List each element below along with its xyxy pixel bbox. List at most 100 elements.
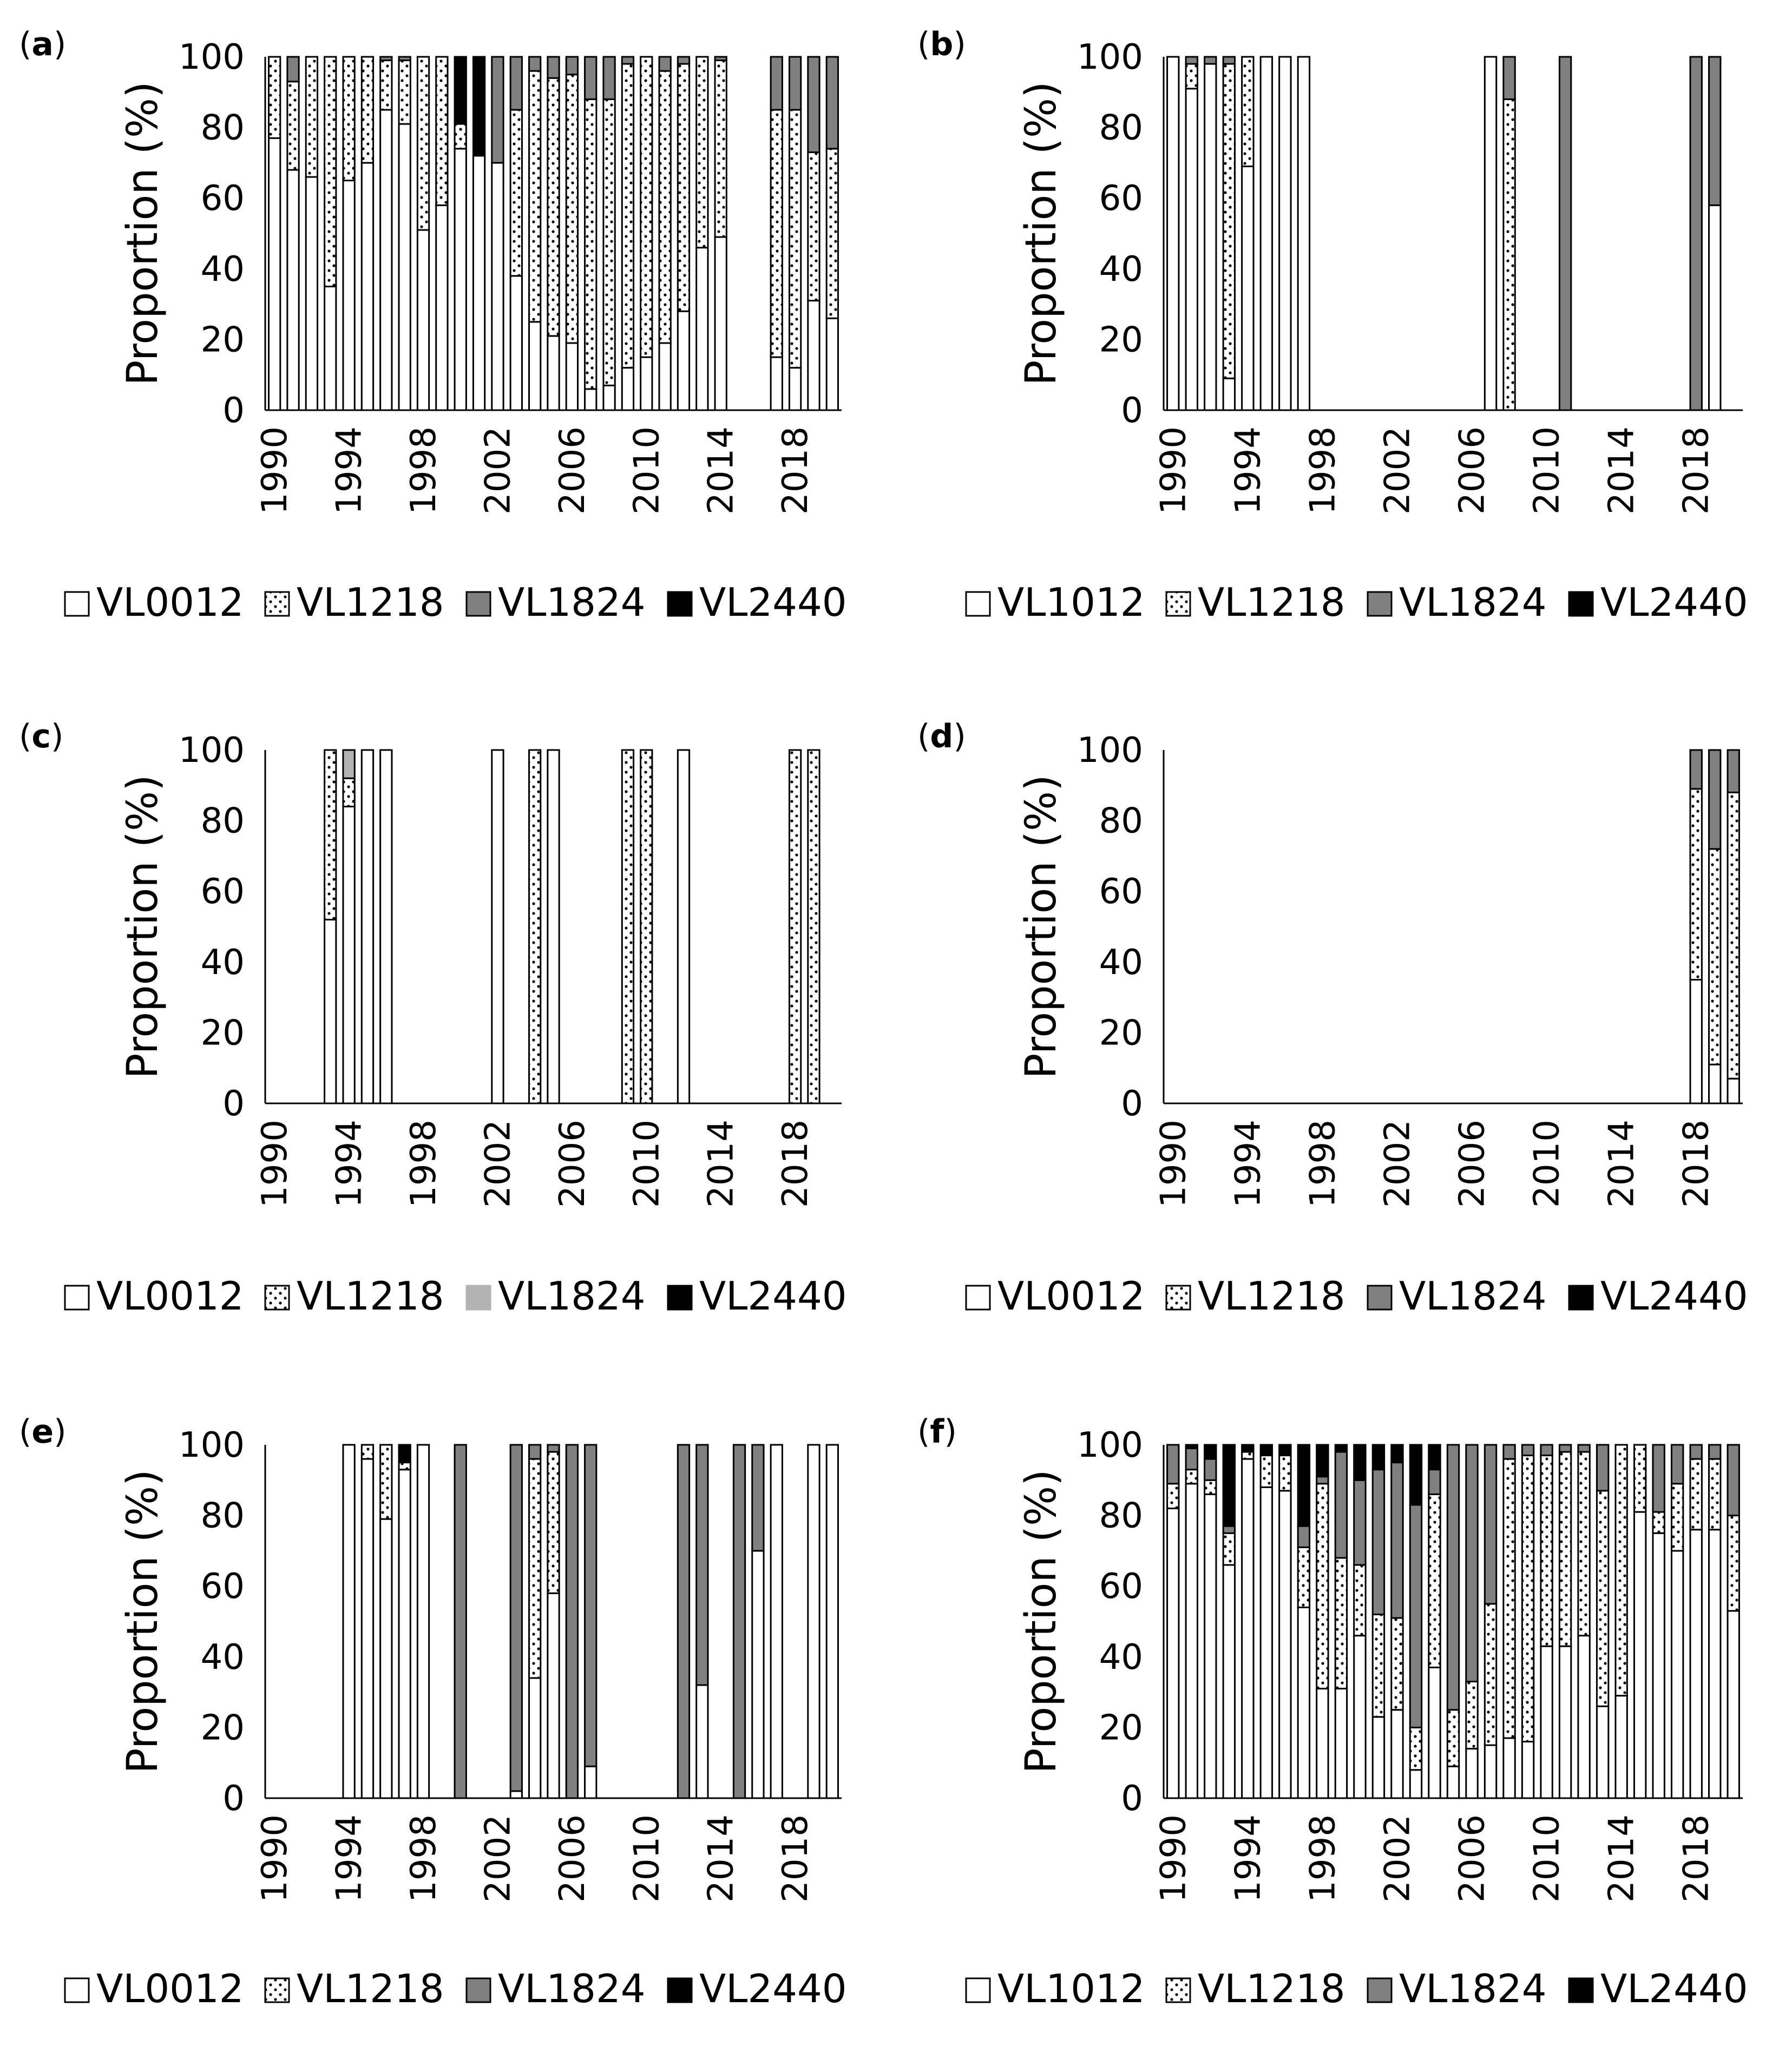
x-tick-label: 2002 [1377,426,1417,515]
bar-segment-VL1824-2016 [751,1444,765,1552]
bar-segment-VL0012-1998 [416,229,430,411]
bar-segment-VL2440-1991 [1185,1444,1198,1450]
x-tick-label: 2002 [478,1120,518,1208]
legend-swatch [1568,1285,1594,1311]
legend-label: VL1218 [1198,1273,1345,1319]
x-tick-label: 1998 [1303,426,1343,515]
bar-segment-VL1012-2007 [1484,56,1498,411]
bar-segment-VL1012-2000 [1353,1635,1367,1799]
legend-item-VL1012: VL1012 [965,580,1145,625]
bar-segment-VL1218-2000 [1353,1564,1367,1637]
bar-segment-VL1218-2008 [1502,1458,1516,1739]
y-axis-title: Proportion (%) [119,1469,167,1773]
bar-segment-VL1824-2000 [454,1444,467,1799]
legend-item-VL1824: VL1824 [465,1273,646,1319]
bar-segment-VL1012-1993 [1222,377,1236,411]
bar-segment-VL1218-2017 [770,109,783,358]
bar-segment-VL1824-2004 [1428,1469,1441,1495]
bar-segment-VL1824-2014 [714,56,727,62]
bar-segment-VL1218-1999 [1334,1557,1348,1690]
bar-segment-VL1218-2011 [658,70,672,344]
bar-segment-VL1012-2016 [1652,1532,1665,1799]
bar-segment-VL1824-1991 [286,56,300,83]
bar-segment-VL1824-2000 [1353,1479,1367,1566]
bar-segment-VL1012-2019 [1708,1529,1722,1799]
legend-label: VL2440 [1600,1273,1748,1319]
bar-segment-VL1824-1993 [1222,56,1236,65]
legend-swatch [1165,591,1191,617]
y-tick-label: 0 [1121,1779,1143,1819]
bar-segment-VL1824-2017 [1670,1444,1684,1485]
bar-segment-VL0012-2012 [677,749,691,1104]
legend-item-VL2440: VL2440 [1568,1966,1748,2011]
bar-segment-VL0012-2019 [1708,1063,1722,1104]
bar-segment-VL1218-1995 [1259,1455,1274,1488]
x-tick-label: 2006 [1453,1814,1493,1903]
bar-segment-VL2440-1996 [1278,1444,1292,1457]
bar-segment-VL1012-1997 [1297,56,1311,411]
bar-segment-VL1218-1992 [305,56,319,178]
bar-segment-VL0012-2004 [528,321,542,411]
x-tick-label: 2014 [1602,426,1642,515]
y-tick-label: 0 [222,1779,245,1819]
y-axis-title: Proportion (%) [1017,774,1066,1078]
bar-segment-VL0012-2009 [621,367,635,411]
x-tick-label: 2006 [553,1814,593,1903]
bar-segment-VL1012-2013 [1596,1705,1610,1799]
legend-swatch [965,1977,991,2003]
bar-segment-VL0012-2011 [658,342,672,411]
legend-swatch [1165,1977,1191,2003]
bar-segment-VL1218-2001 [1371,1613,1386,1718]
legend-label: VL1218 [297,580,444,625]
legend-label: VL1824 [1399,1966,1547,2011]
y-axis-title: Proportion (%) [119,81,167,385]
bar-segment-VL1824-2019 [1708,1444,1722,1460]
bar-segment-VL1012-2003 [1409,1769,1423,1799]
y-tick-label: 80 [1099,108,1143,148]
bar-segment-VL1012-2007 [1484,1744,1498,1799]
bar-segment-VL1218-2018 [1689,788,1703,981]
bar-segment-VL1012-1995 [1259,1486,1274,1799]
bar-segment-VL0012-1998 [416,1444,430,1799]
bar-segment-VL0012-2001 [472,155,486,411]
bar-segment-VL1218-1993 [1222,1532,1236,1566]
legend-item-VL0012: VL0012 [64,1273,244,1319]
bar-segment-VL1218-2007 [584,98,598,390]
x-tick-label: 2006 [1453,1120,1493,1208]
x-tick-label: 2002 [1377,1814,1417,1903]
bar-segment-VL1824-2020 [1727,749,1740,793]
legend-item-VL1824: VL1824 [465,580,646,625]
legend-label: VL1218 [1198,580,1345,625]
bar-segment-VL0012-1993 [324,285,337,411]
x-tick-label: 2010 [627,1814,667,1903]
bar-segment-VL1824-2006 [1465,1444,1479,1683]
y-tick-label: 20 [1099,320,1143,360]
legend-item-VL1218: VL1218 [1165,580,1345,625]
x-tick-label: 2014 [701,426,741,515]
legend-item-VL1012: VL1012 [965,1966,1145,2011]
bar-segment-VL1012-1992 [1204,1493,1217,1799]
bar-segment-VL1218-1994 [1241,1451,1255,1460]
y-tick-label: 40 [1099,943,1143,983]
bar-segment-VL0012-2019 [807,300,820,411]
bar-segment-VL2440-1997 [398,1444,411,1464]
legend-swatch [1165,1285,1191,1311]
bar-segment-VL1218-2005 [1446,1709,1460,1767]
bar-segment-VL1824-2008 [602,56,616,100]
bar-segment-VL1218-2012 [1577,1451,1591,1637]
bar-segment-VL0012-2000 [454,148,467,411]
bar-segment-VL0012-1996 [379,749,393,1104]
legend-item-VL1218: VL1218 [1165,1273,1345,1319]
bar-segment-VL0012-1995 [360,749,375,1104]
y-tick-label: 0 [1121,391,1143,431]
x-tick-label: 1994 [330,426,370,515]
y-axis-title: Proportion (%) [1017,81,1066,385]
bar-segment-VL0012-1997 [398,123,411,411]
x-tick-label: 1998 [1303,1120,1343,1208]
bar-segment-VL1824-2004 [528,56,542,72]
y-tick-label: 40 [201,943,245,983]
x-tick-label: 1990 [255,426,295,515]
x-tick-label: 2006 [553,1120,593,1208]
bar-segment-VL1824-2007 [584,1444,598,1767]
